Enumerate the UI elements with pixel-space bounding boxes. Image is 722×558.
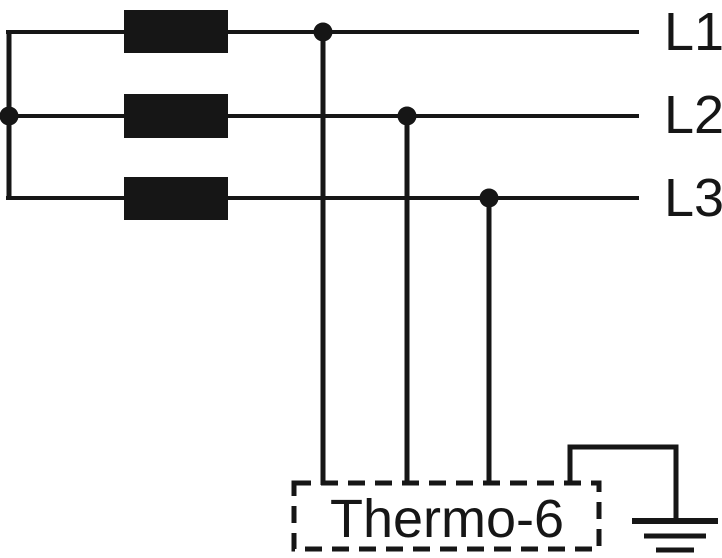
junction-dot-l2 bbox=[397, 106, 417, 126]
phase-label-l3: L3 bbox=[664, 168, 722, 228]
thermo6-device-label: Thermo-6 bbox=[330, 489, 564, 549]
phase-label-l2: L2 bbox=[664, 85, 722, 145]
earth-ground-icon bbox=[632, 518, 718, 553]
thermo6-device-box bbox=[291, 480, 602, 552]
wire-ground-connection bbox=[567, 444, 679, 521]
junction-dot-bus-l2 bbox=[0, 106, 19, 126]
junction-dot-l1 bbox=[313, 22, 333, 42]
fuse-l2 bbox=[124, 94, 228, 138]
junction-dot-l3 bbox=[479, 188, 499, 208]
phase-label-l1: L1 bbox=[664, 2, 722, 62]
fuse-l1 bbox=[124, 10, 228, 53]
fuse-l3 bbox=[124, 177, 228, 220]
